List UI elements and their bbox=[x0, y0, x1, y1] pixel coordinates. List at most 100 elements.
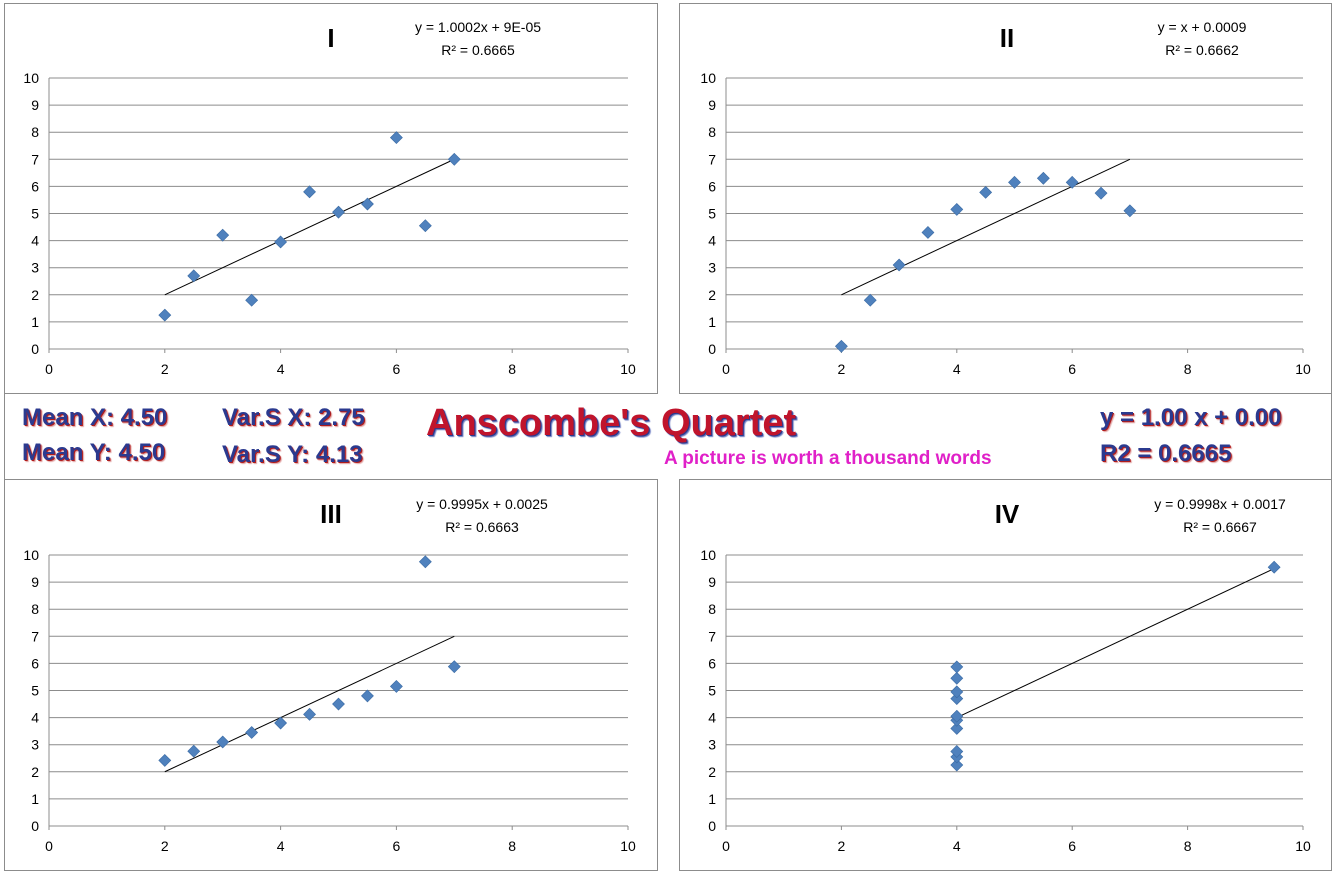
trend-r2: R² = 0.6665 bbox=[441, 42, 515, 58]
y-tick-label: 4 bbox=[708, 233, 716, 249]
y-tick-label: 1 bbox=[31, 314, 39, 330]
data-point bbox=[950, 203, 964, 216]
y-tick-label: 2 bbox=[31, 287, 39, 303]
data-point bbox=[950, 692, 964, 706]
y-tick-label: 0 bbox=[708, 341, 716, 357]
trendline bbox=[164, 635, 455, 773]
y-tick-label: 8 bbox=[708, 124, 716, 140]
y-tick-label: 7 bbox=[31, 151, 39, 167]
data-point bbox=[950, 685, 964, 699]
data-point bbox=[187, 744, 201, 758]
chart-panel-2: 0 1 2 3 4 5 6 7 8 9 10 0 2 4 6 8 10 II y = x + 0.0009 R² = … bbox=[679, 3, 1332, 394]
data-point bbox=[332, 205, 345, 219]
data-point bbox=[245, 293, 259, 307]
x-tick-label: 10 bbox=[1295, 838, 1311, 854]
mean-y-label: Mean Y: 4.50 bbox=[22, 439, 166, 466]
x-tick-label: 8 bbox=[508, 838, 516, 854]
y-tick-label: 10 bbox=[700, 547, 716, 563]
data-point bbox=[447, 152, 461, 166]
data-point bbox=[418, 219, 432, 233]
summary-band bbox=[4, 394, 1332, 479]
data-point bbox=[950, 660, 964, 674]
data-point bbox=[447, 660, 461, 674]
trend-equation: y = 1.0002x + 9E-05 bbox=[415, 19, 541, 35]
y-tick-label: 4 bbox=[31, 233, 39, 249]
data-point bbox=[979, 185, 993, 199]
fit-r2: R2 = 0.6665 bbox=[1100, 440, 1232, 467]
x-tick-label: 6 bbox=[1068, 838, 1076, 854]
x-tick-label: 4 bbox=[953, 361, 961, 377]
data-point bbox=[303, 707, 316, 721]
trend-r2: R² = 0.6667 bbox=[1183, 519, 1257, 535]
trend-r2: R² = 0.6662 bbox=[1165, 42, 1239, 58]
page-title: Anscombe's Quartet bbox=[426, 402, 797, 444]
trendline bbox=[164, 158, 455, 296]
fit-equation: y = 1.00 x + 0.00 bbox=[1100, 404, 1282, 431]
x-tick-label: 6 bbox=[1068, 361, 1076, 377]
trend-equation: y = 0.9998x + 0.0017 bbox=[1154, 496, 1286, 512]
scatter-chart-3: 0 1 2 3 4 5 6 7 8 9 10 0 2 4 6 8 10 III y = 0.9995x + 0.00… bbox=[23, 496, 636, 854]
y-tick-label: 8 bbox=[31, 124, 39, 140]
page-subtitle: A picture is worth a thousand words bbox=[664, 448, 992, 469]
data-point bbox=[158, 753, 172, 767]
x-tick-label: 0 bbox=[722, 838, 730, 854]
x-tick-label: 6 bbox=[393, 361, 401, 377]
x-tick-label: 10 bbox=[620, 361, 636, 377]
data-point bbox=[892, 258, 906, 272]
data-point bbox=[418, 555, 432, 569]
y-tick-label: 8 bbox=[708, 601, 716, 617]
x-tick-label: 6 bbox=[393, 838, 401, 854]
y-tick-label: 5 bbox=[708, 683, 716, 699]
y-tick-label: 5 bbox=[708, 206, 716, 222]
x-tick-label: 0 bbox=[45, 361, 53, 377]
data-point bbox=[332, 697, 345, 711]
y-tick-label: 6 bbox=[708, 178, 716, 194]
y-tick-label: 1 bbox=[708, 791, 716, 807]
data-point bbox=[274, 716, 288, 730]
data-point bbox=[187, 269, 201, 283]
data-point bbox=[834, 339, 848, 353]
y-tick-label: 1 bbox=[31, 791, 39, 807]
y-tick-label: 4 bbox=[31, 710, 39, 726]
data-point bbox=[921, 226, 935, 239]
data-point bbox=[950, 709, 964, 723]
x-tick-label: 8 bbox=[1184, 361, 1192, 377]
trend-equation: y = x + 0.0009 bbox=[1158, 19, 1247, 35]
chart-panel-4: 0 1 2 3 4 5 6 7 8 9 10 0 2 4 6 8 10 IV y = 0.9998x + 0.001… bbox=[679, 479, 1332, 871]
y-tick-label: 5 bbox=[31, 683, 39, 699]
data-point bbox=[1036, 171, 1050, 185]
y-tick-label: 9 bbox=[708, 97, 716, 113]
x-tick-label: 8 bbox=[508, 361, 516, 377]
y-tick-label: 1 bbox=[708, 314, 716, 330]
data-point bbox=[1008, 175, 1021, 189]
y-tick-label: 4 bbox=[708, 710, 716, 726]
y-tick-label: 3 bbox=[708, 737, 716, 753]
x-tick-label: 2 bbox=[838, 838, 846, 854]
chart-title: II bbox=[1000, 23, 1014, 53]
data-point bbox=[389, 131, 403, 145]
data-point bbox=[950, 722, 964, 735]
chart-title: I bbox=[327, 23, 334, 53]
data-point bbox=[1094, 186, 1108, 200]
data-point bbox=[361, 197, 374, 211]
var-y-label: Var.S Y: 4.13 bbox=[222, 441, 363, 468]
y-tick-label: 7 bbox=[708, 628, 716, 644]
y-tick-label: 2 bbox=[31, 764, 39, 780]
y-tick-label: 0 bbox=[31, 818, 39, 834]
scatter-chart-4: 0 1 2 3 4 5 6 7 8 9 10 0 2 4 6 8 10 IV y = 0.9998x + 0.001… bbox=[700, 496, 1311, 854]
mean-x-label: Mean X: 4.50 bbox=[22, 404, 168, 431]
y-tick-label: 8 bbox=[31, 601, 39, 617]
chart-title: III bbox=[320, 499, 342, 529]
y-tick-label: 6 bbox=[31, 178, 39, 194]
x-tick-label: 8 bbox=[1184, 838, 1192, 854]
data-point bbox=[274, 235, 288, 249]
y-tick-label: 2 bbox=[708, 764, 716, 780]
y-tick-label: 7 bbox=[31, 628, 39, 644]
trend-r2: R² = 0.6663 bbox=[445, 519, 519, 535]
var-x-label: Var.S X: 2.75 bbox=[222, 404, 365, 431]
x-tick-label: 0 bbox=[722, 361, 730, 377]
x-tick-label: 10 bbox=[1295, 361, 1311, 377]
y-tick-label: 9 bbox=[31, 97, 39, 113]
data-point bbox=[950, 745, 964, 758]
x-tick-label: 4 bbox=[277, 361, 285, 377]
